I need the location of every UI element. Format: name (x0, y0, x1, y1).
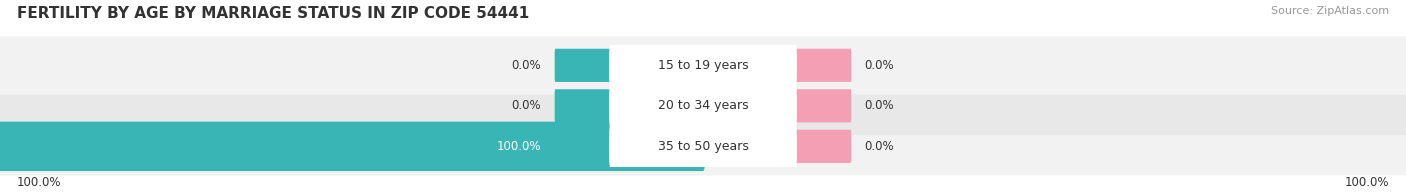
FancyBboxPatch shape (0, 117, 1406, 175)
FancyBboxPatch shape (609, 41, 797, 90)
FancyBboxPatch shape (0, 122, 704, 171)
FancyBboxPatch shape (793, 89, 852, 122)
FancyBboxPatch shape (0, 77, 1406, 135)
Text: 0.0%: 0.0% (512, 99, 541, 112)
FancyBboxPatch shape (554, 130, 613, 163)
Text: 0.0%: 0.0% (865, 59, 894, 72)
FancyBboxPatch shape (554, 89, 613, 122)
Text: 0.0%: 0.0% (865, 140, 894, 153)
FancyBboxPatch shape (609, 122, 797, 171)
FancyBboxPatch shape (793, 49, 852, 82)
FancyBboxPatch shape (554, 49, 613, 82)
Text: 100.0%: 100.0% (496, 140, 541, 153)
Text: 35 to 50 years: 35 to 50 years (658, 140, 748, 153)
FancyBboxPatch shape (0, 36, 1406, 94)
Text: 20 to 34 years: 20 to 34 years (658, 99, 748, 112)
Text: 0.0%: 0.0% (865, 99, 894, 112)
Text: 15 to 19 years: 15 to 19 years (658, 59, 748, 72)
FancyBboxPatch shape (609, 81, 797, 130)
Text: FERTILITY BY AGE BY MARRIAGE STATUS IN ZIP CODE 54441: FERTILITY BY AGE BY MARRIAGE STATUS IN Z… (17, 6, 529, 21)
Text: 0.0%: 0.0% (512, 59, 541, 72)
Text: 100.0%: 100.0% (17, 176, 62, 189)
Text: 100.0%: 100.0% (1344, 176, 1389, 189)
Text: Source: ZipAtlas.com: Source: ZipAtlas.com (1271, 6, 1389, 16)
FancyBboxPatch shape (793, 130, 852, 163)
